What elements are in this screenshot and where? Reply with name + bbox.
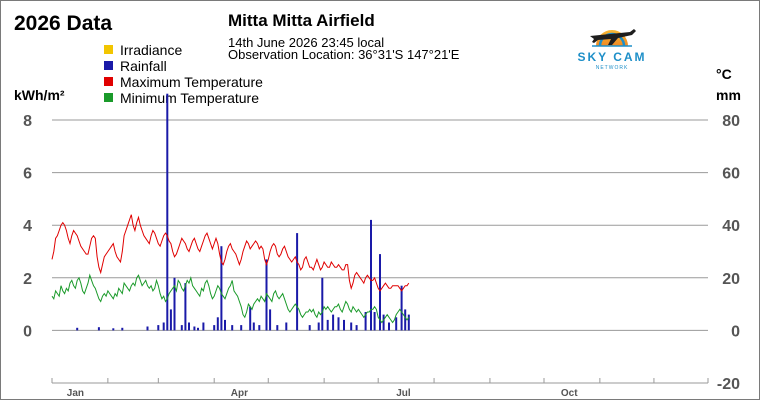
rainfall-bar: [317, 322, 320, 331]
rainfall-bar: [373, 312, 376, 331]
rainfall-bar: [337, 317, 340, 331]
legend-label-irradiance: Irradiance: [120, 42, 183, 58]
rainfall-bar: [285, 322, 288, 331]
rainfall-bar: [193, 326, 196, 331]
x-tick-label: Jan: [67, 388, 84, 399]
right-tick-label: 60: [722, 166, 740, 183]
right-tick-label: 40: [722, 218, 740, 235]
left-axis-unit: kWh/m²: [14, 87, 65, 103]
x-tick-label: Apr: [231, 388, 248, 399]
logo-subtext: NETWORK: [596, 65, 629, 71]
rainfall-bar: [240, 325, 243, 331]
rainfall-bar: [379, 254, 381, 331]
rainfall-bar: [382, 314, 385, 331]
rainfall-bar: [188, 322, 190, 331]
legend-item-max-temp: Maximum Temperature: [104, 74, 304, 90]
rainfall-bar: [276, 325, 279, 331]
rainfall-bar: [121, 327, 124, 331]
x-axis-ticks: [51, 378, 709, 383]
rainfall-bar: [350, 322, 353, 331]
min-temp-line: [51, 273, 410, 324]
left-tick-label: 0: [23, 323, 32, 340]
legend-item-min-temp: Minimum Temperature: [104, 90, 304, 106]
rainfall-bar: [296, 233, 299, 331]
rainfall-bar: [343, 319, 345, 331]
left-tick-label: 4: [23, 218, 32, 235]
rainfall-bar: [252, 322, 255, 331]
rainfall-bar: [395, 317, 398, 331]
chart-title: 2026 Data: [14, 12, 113, 35]
observation-location: Observation Location: 36°31'S 147°21'E: [228, 47, 460, 62]
rainfall-bar: [269, 309, 272, 331]
rainfall-bar: [173, 277, 176, 331]
legend-swatch-min-temp: [104, 93, 113, 102]
rainfall-bar: [76, 327, 79, 331]
rainfall-bar: [169, 309, 172, 331]
rainfall-bar: [364, 312, 367, 331]
right-tick-label: 80: [722, 113, 740, 130]
rainfall-bar: [220, 246, 223, 331]
rainfall-bar: [258, 325, 261, 331]
rainfall-bar: [404, 309, 407, 331]
rainfall-bar: [332, 314, 335, 331]
rainfall-bar: [112, 328, 115, 331]
right-axis-unit-rain: mm: [716, 87, 741, 103]
rainfall-bar: [202, 322, 205, 331]
rainfall-bar: [97, 327, 100, 331]
rainfall-bar: [213, 325, 216, 331]
x-tick-label: Oct: [561, 388, 578, 399]
legend-label-min-temp: Minimum Temperature: [120, 90, 260, 106]
left-tick-label: 6: [23, 166, 32, 183]
legend-item-rainfall: Rainfall: [104, 58, 304, 74]
rainfall-bar: [166, 93, 169, 331]
rainfall-bar: [370, 219, 372, 331]
plane-sunset-icon: SKY CAM NETWORK: [577, 29, 646, 71]
sky-cam-logo: SKY CAM NETWORK: [574, 12, 650, 76]
max-temp-line: [51, 214, 410, 292]
station-name: Mitta Mitta Airfield: [228, 11, 375, 30]
right-axis-unit-temp: °C: [716, 66, 732, 82]
rainfall-bar: [157, 325, 160, 331]
rainfall-bars: [76, 93, 410, 331]
grid-lines: [52, 119, 708, 384]
rainfall-bar: [407, 314, 410, 331]
left-tick-label: 2: [23, 271, 32, 288]
x-tick-label: Jul: [396, 388, 411, 399]
rainfall-bar: [308, 325, 311, 331]
right-tick-label: -20: [717, 376, 740, 393]
rainfall-bar: [231, 325, 234, 331]
rainfall-bar: [197, 327, 199, 331]
rainfall-bar: [400, 285, 403, 331]
rainfall-bar: [216, 317, 219, 331]
legend-swatch-rainfall: [104, 61, 113, 70]
rainfall-bar: [249, 306, 252, 331]
left-tick-label: 8: [23, 113, 32, 130]
rainfall-bar: [321, 277, 324, 331]
rainfall-bar: [146, 326, 149, 331]
rainfall-bar: [224, 319, 226, 331]
right-tick-label: 0: [731, 323, 740, 340]
rainfall-bar: [388, 322, 390, 331]
legend-swatch-max-temp: [104, 77, 113, 86]
logo-wordmark: SKY CAM: [577, 50, 646, 64]
right-tick-label: 20: [722, 271, 740, 288]
rainfall-bar: [326, 319, 329, 331]
legend-swatch-irradiance: [104, 45, 113, 54]
rainfall-bar: [180, 325, 183, 331]
legend-item-irradiance: Irradiance: [104, 42, 304, 58]
observation-datetime: 14th June 2026 23:45 local: [228, 35, 385, 50]
rainfall-bar: [162, 322, 165, 331]
legend-label-max-temp: Maximum Temperature: [120, 74, 263, 90]
rainfall-bar: [184, 283, 187, 331]
rainfall-bar: [355, 325, 358, 331]
legend-label-rainfall: Rainfall: [120, 58, 167, 74]
